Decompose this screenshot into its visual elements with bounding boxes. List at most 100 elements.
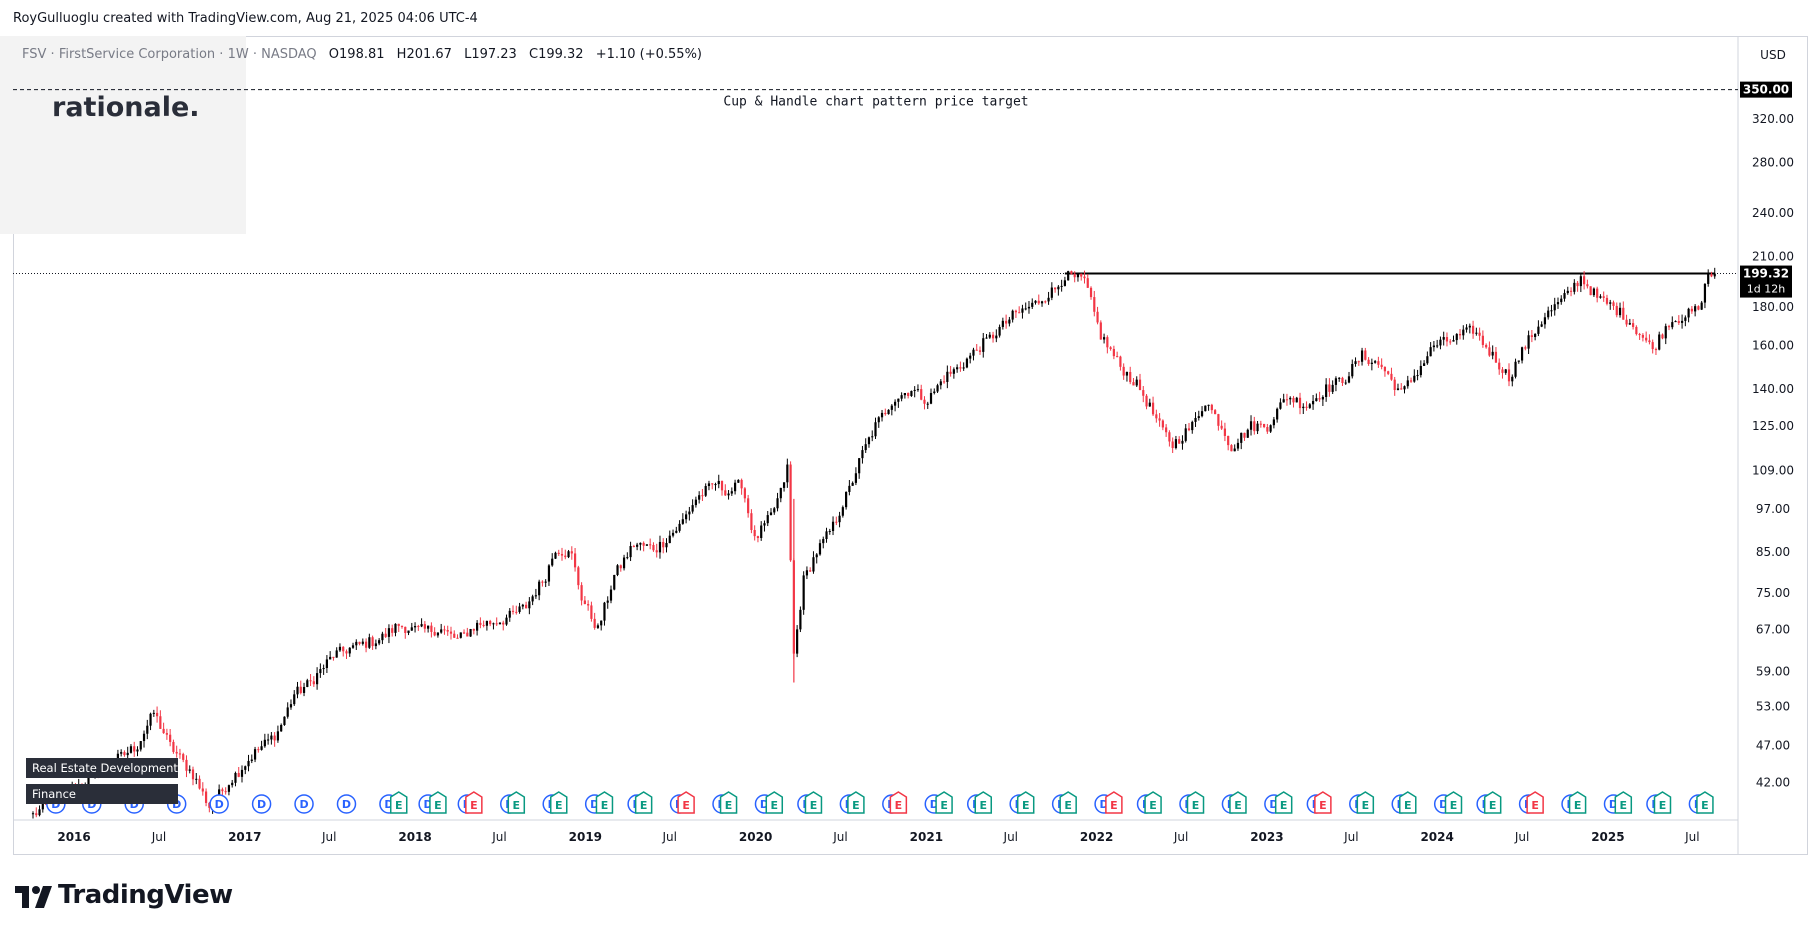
earnings-marker [719, 791, 738, 814]
candle-body [1285, 399, 1289, 401]
candle-body [299, 686, 302, 693]
candle-body [913, 389, 916, 391]
earnings-marker-label: E [1064, 799, 1072, 812]
target-annotation: Cup & Handle chart pattern price target [723, 95, 1028, 110]
earnings-marker-label: E [470, 799, 478, 812]
candle-body [1713, 273, 1716, 277]
y-tick-label: 240.00 [1752, 206, 1794, 220]
x-tick-label: 2024 [1420, 830, 1453, 844]
candle-body [1302, 406, 1305, 409]
candle-body [848, 485, 851, 492]
candle-body [636, 544, 639, 547]
candle-body [502, 622, 505, 625]
candle-body [1367, 359, 1370, 364]
candle-body [1569, 290, 1573, 292]
earnings-marker [974, 791, 993, 814]
candle-body [364, 641, 368, 648]
candle-body [1138, 379, 1142, 391]
candle-body [1132, 382, 1135, 386]
candle-body [694, 499, 697, 506]
event-markers[interactable]: DDDDDDDDDEDEDEDEDEDEDEDEDEDEDEDEDEDEDEDE… [46, 791, 1714, 814]
candle-body [867, 437, 871, 445]
x-tick-label: 2021 [910, 830, 943, 844]
candle-body [348, 647, 351, 654]
earnings-marker-label: E [1404, 799, 1412, 812]
candle-body [1560, 298, 1563, 303]
candle-body [796, 629, 799, 654]
earnings-marker-label: E [1450, 799, 1458, 812]
x-tick-label: 2025 [1591, 830, 1624, 844]
candle-body [1207, 404, 1210, 406]
candle-body [1390, 373, 1393, 380]
candle-body [1452, 340, 1455, 342]
candle-body [1334, 378, 1338, 385]
legend-line: FSV · FirstService Corporation · 1W · NA… [22, 47, 702, 62]
candle-body [41, 803, 44, 810]
candle-body [1236, 442, 1240, 449]
candle-body [737, 479, 740, 483]
candle-body [893, 401, 897, 406]
candle-body [564, 555, 567, 558]
candle-body [1227, 435, 1230, 446]
earnings-marker-label: E [1149, 799, 1157, 812]
candle-body [825, 531, 828, 540]
candle-body [1116, 356, 1119, 358]
time-axis[interactable]: 2016 Jul 2017 Jul 2018 Jul 2019 Jul 2020 Jul 2021 J… [57, 830, 1699, 844]
dividend-marker-label: D [930, 798, 939, 811]
dividend-marker-label: D [590, 798, 599, 811]
earnings-marker [1444, 791, 1463, 814]
candle-body [1553, 304, 1556, 311]
candle-body [1102, 337, 1106, 340]
watermark-panel [0, 36, 246, 234]
candle-body [939, 381, 942, 386]
earnings-marker [465, 791, 483, 814]
candle-body [658, 541, 662, 553]
candle-body [1148, 402, 1151, 407]
earnings-marker [889, 791, 908, 814]
candle-body [544, 581, 547, 583]
candle-body [446, 630, 449, 632]
dividend-marker-label: D [760, 798, 769, 811]
candle-body [802, 575, 805, 610]
x-tick-label: Jul [662, 830, 677, 844]
candle-body [1021, 308, 1024, 313]
candle-body [910, 390, 913, 396]
candle-body [1563, 293, 1566, 299]
candle-body [1122, 366, 1125, 376]
candle-body [1289, 397, 1292, 400]
candle-body [1341, 377, 1344, 383]
candle-body [1700, 302, 1703, 310]
candle-body [1187, 428, 1191, 431]
candle-body [1527, 335, 1530, 349]
earnings-marker-label: E [895, 799, 903, 812]
candle-body [1583, 276, 1586, 285]
candle-body [1465, 327, 1468, 330]
candle-body [1419, 365, 1422, 376]
chart-frame [13, 36, 1808, 855]
candle-body [1403, 386, 1406, 390]
earnings-marker [1186, 791, 1205, 814]
candle-body [476, 622, 479, 631]
candle-body [1037, 300, 1040, 304]
candle-body [1520, 347, 1524, 361]
candle-body [1426, 356, 1429, 364]
candle-body [1690, 308, 1693, 312]
candle-body [707, 483, 711, 487]
candle-body [655, 550, 658, 553]
candle-body [139, 741, 142, 750]
price-axis[interactable]: 42.00 47.00 53.00 59.00 67.00 75.00 85.00 97.00… [1752, 112, 1794, 789]
candle-body [410, 627, 413, 631]
candle-body [175, 751, 178, 754]
candle-body [1680, 320, 1684, 323]
candle-body [1249, 421, 1253, 430]
candle-body [129, 746, 133, 753]
candle-body [253, 749, 257, 760]
earnings-marker [1144, 791, 1162, 814]
candle-body [1027, 306, 1031, 309]
candle-body [136, 749, 139, 752]
candle-body [492, 623, 495, 625]
candle-body [1429, 347, 1432, 357]
candle-body [926, 403, 929, 405]
dividend-marker-label: D [172, 798, 181, 811]
